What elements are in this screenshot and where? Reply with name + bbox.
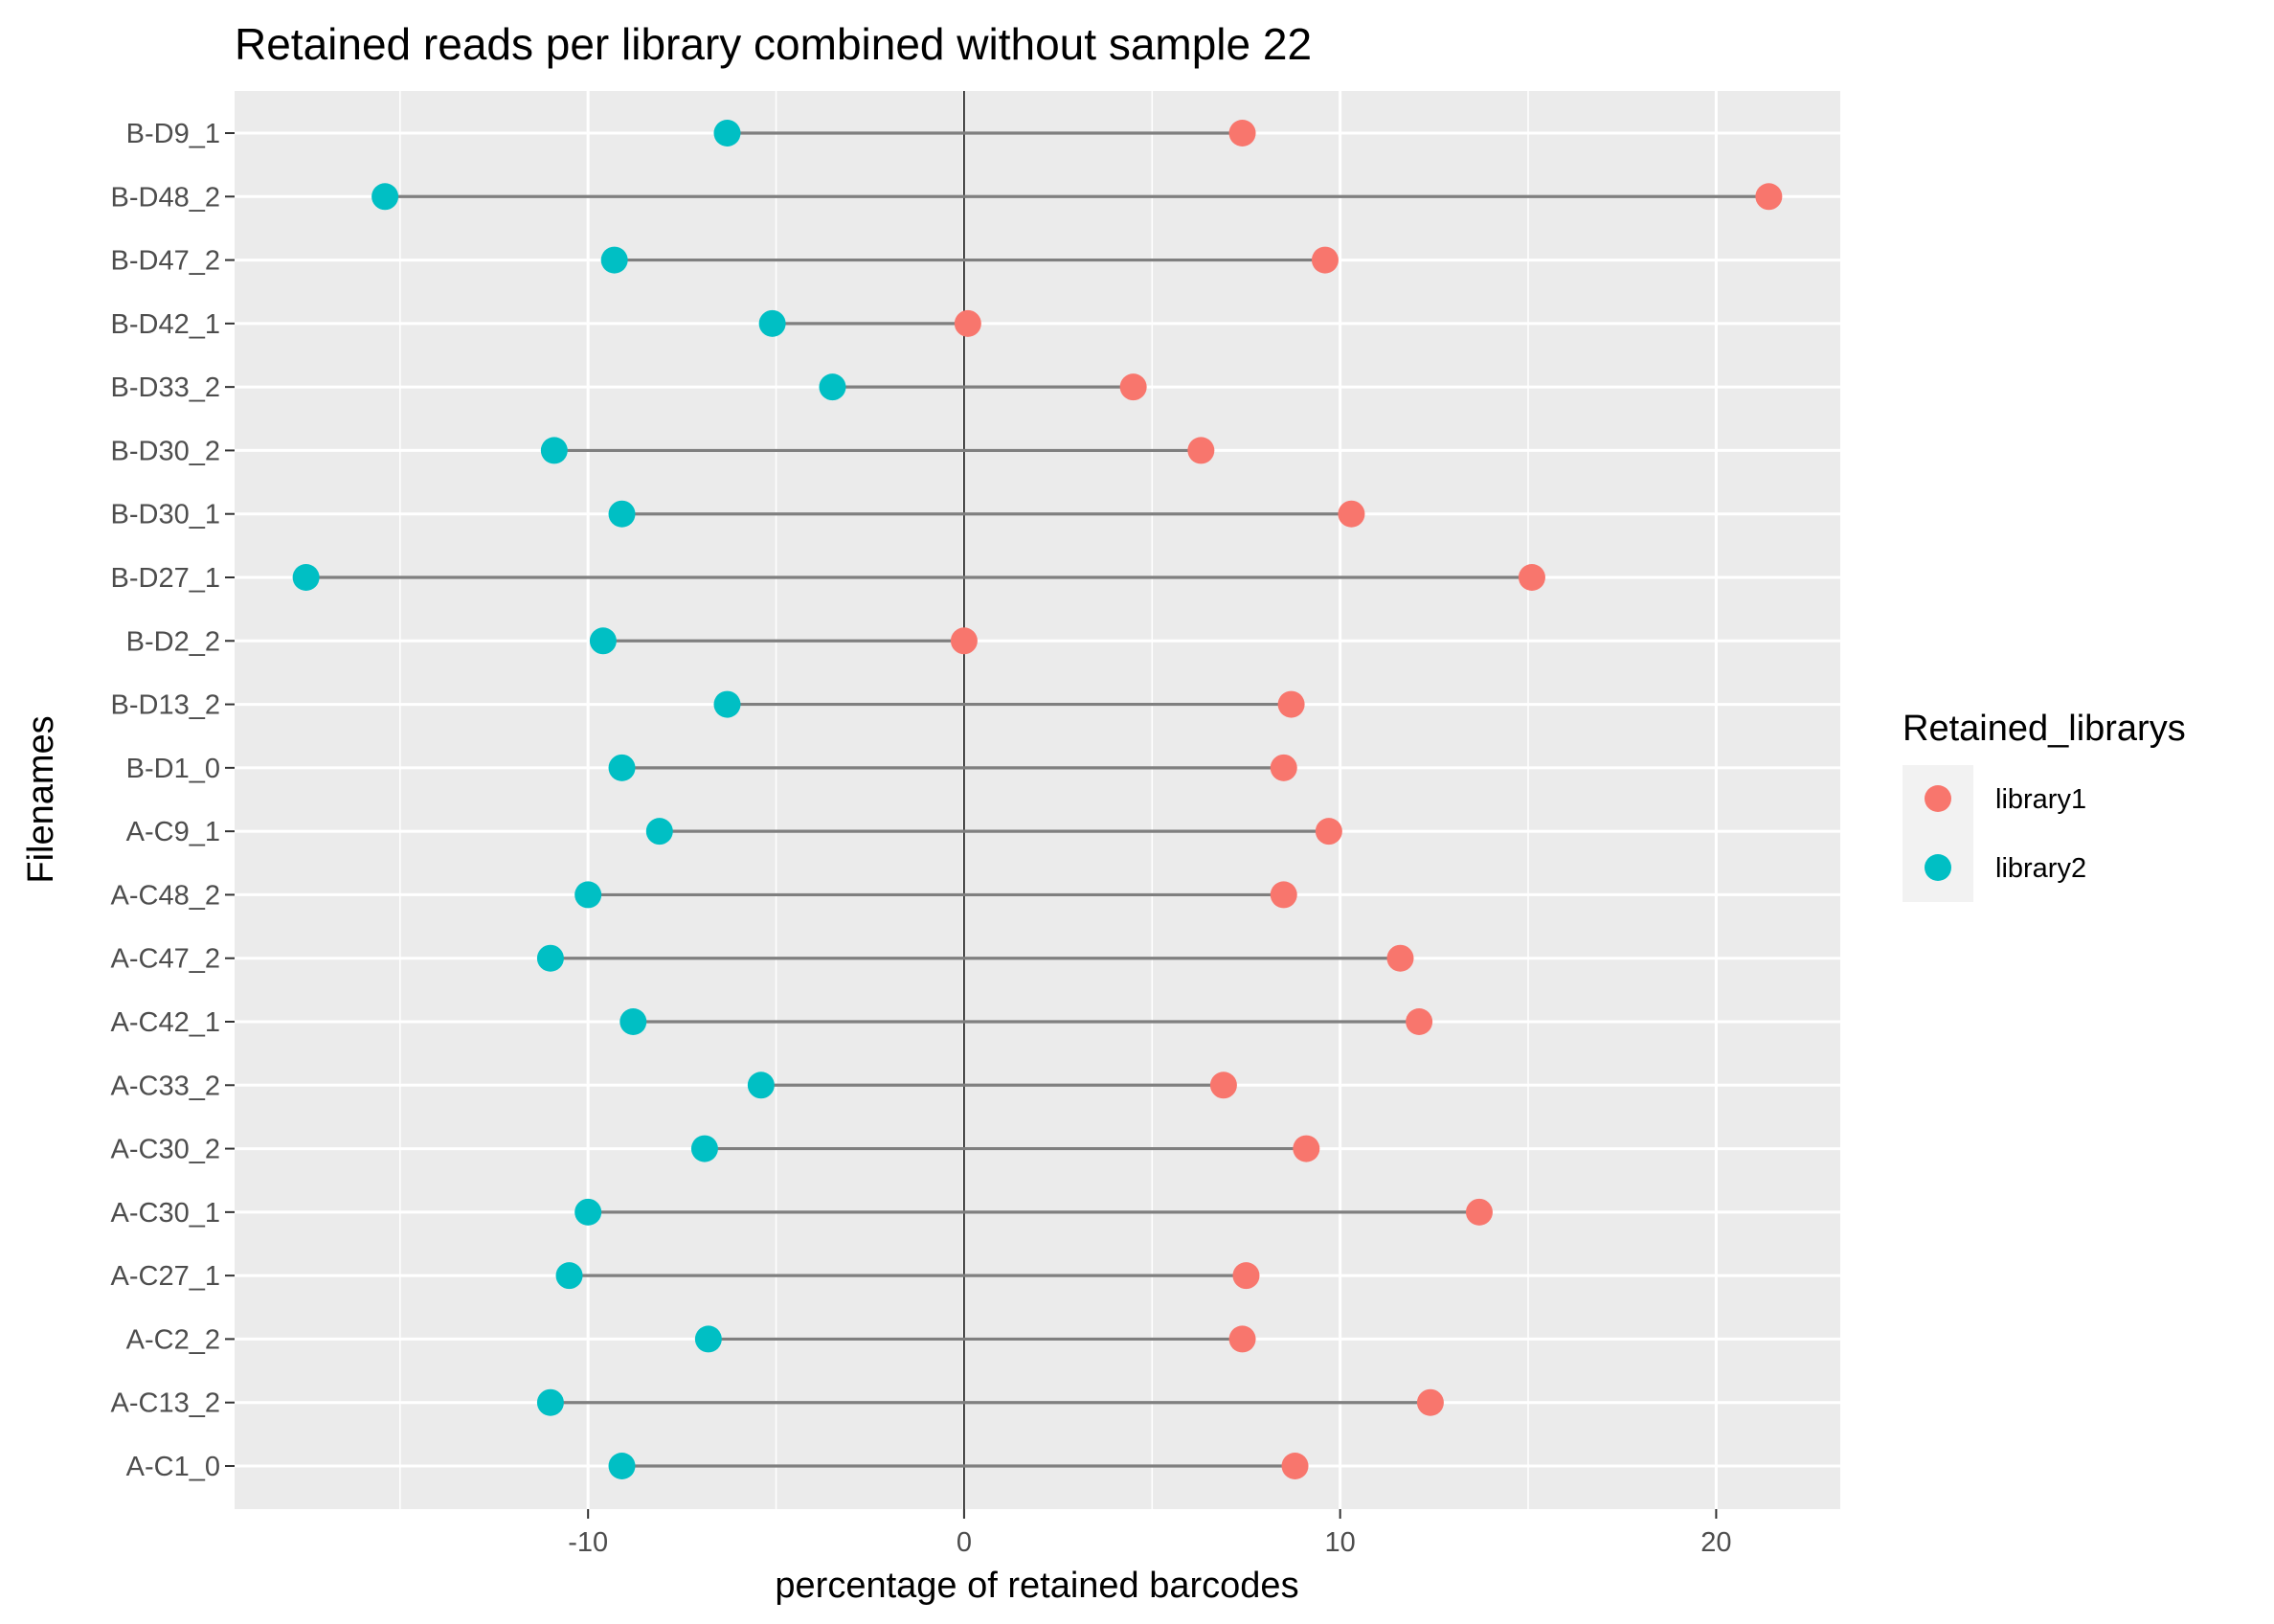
point-library1-B-D27_1 — [1518, 564, 1545, 591]
y-tick-label: A-C48_2 — [111, 880, 220, 911]
y-tick-label: A-C30_1 — [111, 1198, 220, 1229]
point-library2-B-D27_1 — [292, 564, 320, 591]
legend-label-library2: library2 — [1995, 853, 2086, 884]
legend-title: Retained_librarys — [1903, 709, 2186, 749]
point-library1-B-D30_1 — [1338, 500, 1365, 528]
point-library2-A-C2_2 — [694, 1325, 722, 1353]
point-library1-A-C48_2 — [1270, 881, 1297, 909]
point-library2-B-D13_2 — [713, 690, 741, 718]
point-library2-A-C1_0 — [608, 1453, 636, 1479]
point-library1-B-D47_2 — [1311, 246, 1339, 274]
legend: Retained_librarys library1 library2 — [1903, 709, 2186, 902]
x-axis-ticks: -10 0 10 20 — [568, 1509, 1732, 1558]
chart-title: Retained reads per library combined with… — [235, 19, 1312, 69]
point-library2-A-C27_1 — [555, 1262, 583, 1290]
y-tick-label: B-D2_2 — [126, 626, 220, 657]
point-library1-A-C2_2 — [1228, 1325, 1256, 1353]
point-library1-B-D30_2 — [1187, 437, 1215, 464]
point-library1-A-C30_2 — [1293, 1135, 1320, 1162]
y-tick-label: A-C9_1 — [126, 817, 220, 847]
y-tick-label: A-C2_2 — [126, 1324, 220, 1355]
point-library1-A-C1_0 — [1281, 1453, 1309, 1479]
point-library2-A-C9_1 — [645, 818, 673, 846]
point-library1-A-C9_1 — [1315, 818, 1342, 846]
point-library2-A-C13_2 — [536, 1388, 564, 1416]
y-tick-label: B-D42_1 — [111, 309, 220, 340]
y-axis-ticks: B-D9_1 B-D48_2 B-D47_2 B-D42_1 B-D33_2 B-D30_… — [111, 119, 235, 1482]
point-library1-A-C27_1 — [1232, 1262, 1260, 1290]
y-tick-label: B-D30_2 — [111, 436, 220, 466]
point-library2-B-D48_2 — [371, 183, 399, 211]
point-library2-B-D1_0 — [608, 754, 636, 781]
legend-key-library2 — [1925, 854, 1951, 881]
point-library1-B-D1_0 — [1270, 754, 1297, 781]
y-tick-label: A-C13_2 — [111, 1388, 220, 1419]
y-tick-label: A-C27_1 — [111, 1261, 220, 1292]
point-library1-B-D9_1 — [1228, 120, 1256, 147]
point-library1-A-C30_1 — [1465, 1198, 1493, 1226]
y-tick-label: B-D13_2 — [111, 690, 220, 721]
point-library1-B-D2_2 — [950, 627, 978, 655]
point-library1-B-D33_2 — [1119, 373, 1147, 401]
point-library2-B-D42_1 — [758, 309, 786, 337]
x-axis-title: percentage of retained barcodes — [775, 1566, 1298, 1606]
point-library2-A-C33_2 — [747, 1071, 775, 1099]
y-tick-label: B-D9_1 — [126, 119, 220, 149]
y-tick-label: A-C33_2 — [111, 1071, 220, 1101]
point-library2-B-D33_2 — [819, 373, 846, 401]
legend-entries: library1 library2 — [1925, 784, 2086, 884]
y-tick-label: B-D27_1 — [111, 563, 220, 594]
point-library2-B-D47_2 — [600, 246, 628, 274]
point-library2-A-C47_2 — [536, 944, 564, 972]
point-library1-B-D42_1 — [954, 309, 981, 337]
point-library1-A-C33_2 — [1209, 1071, 1237, 1099]
y-tick-label: A-C47_2 — [111, 944, 220, 975]
point-library2-A-C30_2 — [690, 1135, 718, 1162]
x-tick-label: 20 — [1700, 1527, 1731, 1558]
point-library1-A-C13_2 — [1416, 1388, 1444, 1416]
point-library2-A-C42_1 — [619, 1008, 647, 1035]
point-library1-B-D48_2 — [1755, 183, 1783, 211]
y-tick-label: B-D1_0 — [126, 754, 220, 784]
x-tick-label: 0 — [957, 1527, 972, 1558]
point-library1-A-C47_2 — [1386, 944, 1414, 972]
y-tick-label: B-D48_2 — [111, 182, 220, 213]
legend-label-library1: library1 — [1995, 784, 2086, 815]
point-library2-A-C30_1 — [574, 1198, 602, 1226]
y-tick-label: B-D47_2 — [111, 246, 220, 277]
point-library1-B-D13_2 — [1277, 690, 1305, 718]
point-library2-A-C48_2 — [574, 881, 602, 909]
y-tick-label: A-C1_0 — [126, 1452, 220, 1482]
point-library2-B-D30_1 — [608, 500, 636, 528]
point-library2-B-D30_2 — [540, 437, 568, 464]
point-library1-A-C42_1 — [1406, 1008, 1433, 1035]
legend-key-library1 — [1925, 785, 1951, 812]
y-tick-label: B-D33_2 — [111, 372, 220, 403]
x-tick-label: -10 — [568, 1527, 608, 1558]
y-tick-label: B-D30_1 — [111, 500, 220, 530]
data-points — [292, 120, 1783, 1479]
plot-panel — [235, 91, 1840, 1509]
dumbbell-segments — [305, 131, 1769, 1468]
y-tick-label: A-C30_2 — [111, 1135, 220, 1165]
y-axis-title: Filenames — [21, 715, 61, 883]
point-library2-B-D2_2 — [589, 627, 617, 655]
point-library2-B-D9_1 — [713, 120, 741, 147]
y-tick-label: A-C42_1 — [111, 1007, 220, 1038]
x-tick-label: 10 — [1325, 1527, 1356, 1558]
